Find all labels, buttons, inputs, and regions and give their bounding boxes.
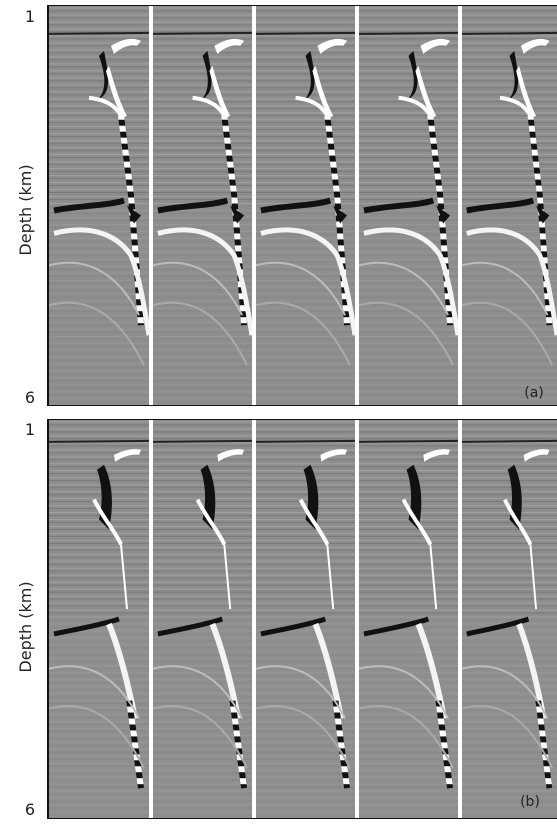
panel-b: 1 6 Depth (km) (b): [16, 419, 557, 819]
gather-image: [49, 6, 149, 405]
depth-bottom-label: 6: [25, 388, 35, 407]
gather-image: [462, 420, 557, 818]
axis-label: Depth (km): [16, 581, 35, 672]
gather-image: [49, 420, 149, 818]
depth-top-label: 1: [25, 420, 35, 439]
depth-bottom-label: 6: [25, 800, 35, 819]
gather-image: [359, 420, 458, 818]
gather-image: [462, 6, 557, 405]
gather-image: [359, 6, 458, 405]
gather-image: [153, 420, 252, 818]
panel-a: 1 6 Depth (km) (a): [16, 5, 557, 407]
panel-label: (a): [524, 385, 544, 401]
gather-image: [256, 6, 355, 405]
gather-image: [153, 6, 252, 405]
axis-label: Depth (km): [16, 164, 35, 255]
depth-top-label: 1: [25, 7, 35, 26]
gather-image: [256, 420, 355, 818]
panel-label: (b): [520, 794, 540, 810]
